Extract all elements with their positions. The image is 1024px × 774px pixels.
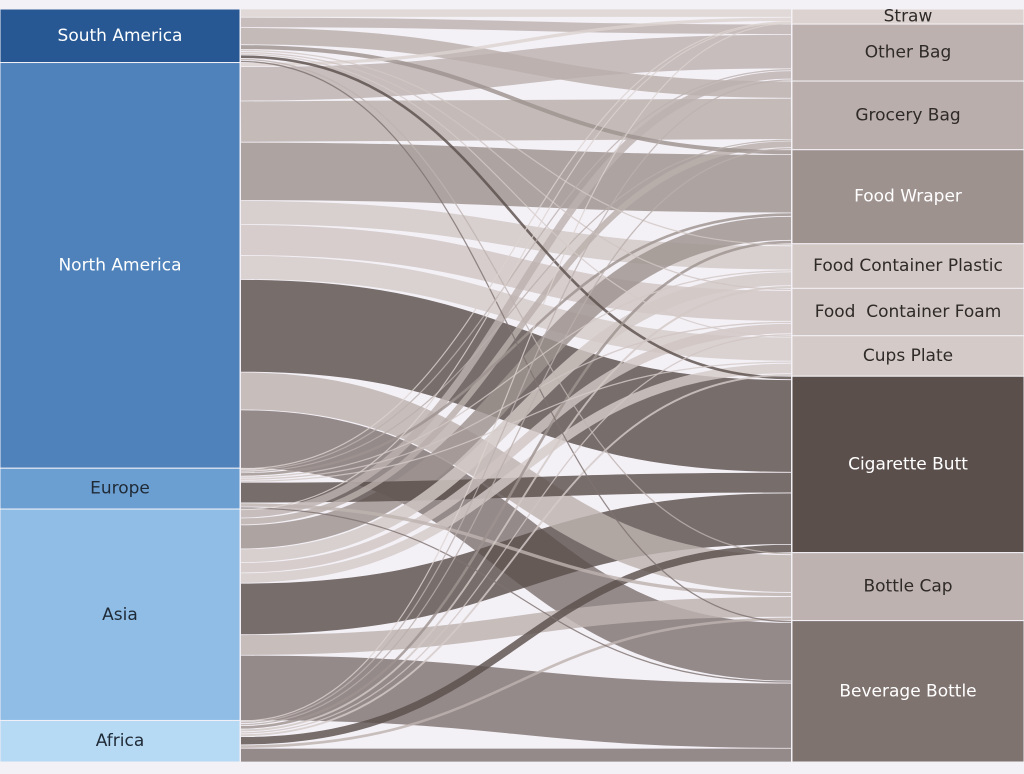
flow-africa-to-bottle-cap	[240, 617, 792, 748]
flow-africa-to-cups-plate	[240, 373, 792, 737]
flow-south-america-to-cups-plate	[240, 53, 792, 338]
flow-europe-to-straw	[240, 21, 792, 470]
target-node-other-bag	[791, 23, 1024, 82]
target-node-cigarette-butt	[791, 375, 1024, 554]
flow-europe-to-bottle-cap	[240, 503, 792, 597]
target-label-bottle-cap: Bottle Cap	[863, 577, 952, 597]
flow-africa-to-other-bag	[240, 79, 792, 724]
flow-europe-to-cups-plate	[240, 361, 792, 482]
flow-south-america-to-food-container-plastic	[240, 49, 792, 246]
target-node-food-wraper	[791, 149, 1024, 245]
flow-asia-to-food-container-plastic	[240, 272, 792, 563]
flow-europe-to-other-bag	[240, 69, 792, 471]
flow-south-america-to-food-wraper	[240, 45, 792, 155]
flow-asia-to-beverage-bottle	[240, 655, 792, 748]
flow-africa-to-straw	[240, 22, 792, 722]
target-label-food-wraper: Food Wraper	[854, 187, 962, 207]
flow-asia-to-straw	[240, 22, 792, 510]
flow-asia-to-food-container-foam	[240, 323, 792, 573]
target-label-grocery-bag: Grocery Bag	[855, 105, 960, 125]
flow-asia-to-cigarette-butt	[240, 493, 792, 635]
source-label-africa: Africa	[96, 731, 145, 751]
target-label-food-container-foam: Food Container Foam	[815, 302, 1002, 322]
flow-north-america-to-grocery-bag	[240, 98, 792, 142]
target-node-beverage-bottle	[791, 620, 1024, 763]
source-node-south-america	[0, 8, 241, 64]
flow-north-america-to-food-container-foam	[240, 224, 792, 321]
flow-asia-to-bottle-cap	[240, 596, 792, 655]
target-label-beverage-bottle: Beverage Bottle	[839, 681, 976, 701]
target-label-other-bag: Other Bag	[865, 43, 952, 63]
target-nodes: Straw Other Bag Grocery Bag Food Wraper Food…	[791, 7, 1024, 763]
flow-south-america-to-cigarette-butt	[240, 55, 792, 380]
flow-africa-to-cigarette-butt	[240, 544, 792, 745]
target-label-straw: Straw	[884, 7, 933, 27]
source-node-north-america	[0, 62, 241, 469]
source-node-africa	[0, 719, 241, 763]
source-label-europe: Europe	[90, 479, 150, 499]
target-node-bottle-cap	[791, 552, 1024, 622]
flow-north-america-to-food-wraper	[240, 142, 792, 213]
source-label-north-america: North America	[58, 255, 181, 275]
source-label-south-america: South America	[58, 26, 183, 46]
flow-europe-to-grocery-bag	[240, 139, 792, 473]
source-label-asia: Asia	[102, 605, 138, 625]
target-label-cups-plate: Cups Plate	[863, 346, 953, 366]
flow-south-america-to-other-bag	[240, 17, 792, 34]
target-node-food-container-plastic	[791, 243, 1024, 289]
flow-south-america-to-grocery-bag	[240, 27, 792, 98]
flow-africa-to-food-container-plastic	[240, 286, 792, 732]
flow-africa-to-food-container-foam	[240, 334, 792, 734]
source-node-europe	[0, 467, 241, 510]
flow-south-america-to-beverage-bottle	[240, 60, 792, 623]
flow-africa-to-food-wraper	[240, 240, 792, 729]
target-label-cigarette-butt: Cigarette Butt	[848, 454, 968, 474]
target-label-food-container-plastic: Food Container Plastic	[813, 256, 1003, 276]
flow-asia-to-cups-plate	[240, 363, 792, 583]
flow-europe-to-food-wraper	[240, 213, 792, 476]
flow-europe-to-food-container-plastic	[240, 270, 792, 478]
flow-europe-to-beverage-bottle	[240, 507, 792, 683]
target-node-food-container-foam	[791, 287, 1024, 337]
flow-asia-to-food-wraper	[240, 216, 792, 549]
source-nodes: South America North America Europe Asia Afri…	[0, 8, 241, 763]
flow-south-america-to-food-container-foam	[240, 51, 792, 291]
flow-links	[240, 9, 792, 762]
source-node-asia	[0, 508, 241, 721]
flow-asia-to-grocery-bag	[240, 141, 792, 525]
flow-asia-to-other-bag	[240, 71, 792, 518]
flow-north-america-to-straw	[240, 17, 792, 67]
target-node-grocery-bag	[791, 80, 1024, 151]
flow-africa-to-grocery-bag	[240, 148, 792, 726]
